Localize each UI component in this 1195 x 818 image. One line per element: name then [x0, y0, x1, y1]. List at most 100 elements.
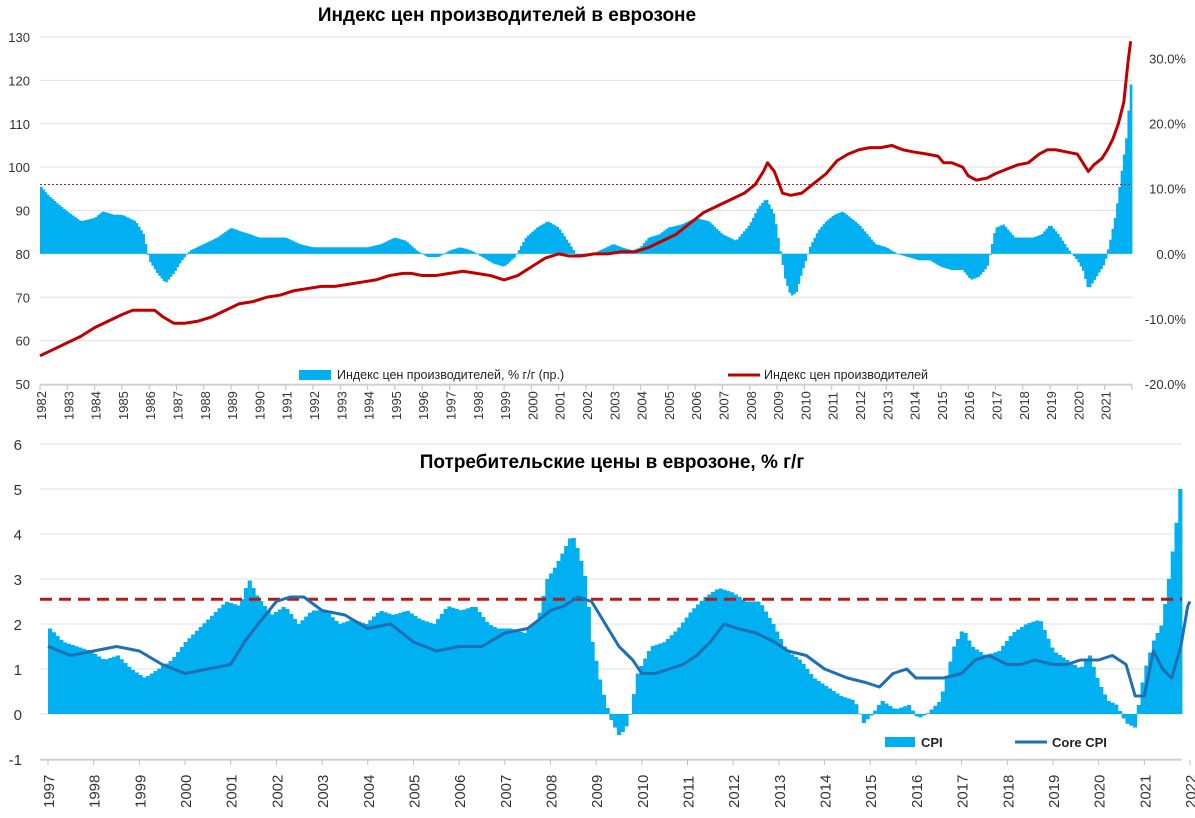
- cpi-bar: [978, 652, 983, 714]
- cpi-bar: [1068, 662, 1074, 714]
- cpi-bar: [255, 595, 260, 714]
- ppi-yoy-bar: [76, 218, 80, 254]
- ppi-yoy-bar: [381, 243, 384, 254]
- cpi-bar: [1133, 714, 1138, 728]
- ppi-yoy-bar: [922, 253, 926, 261]
- cpi-bar: [688, 612, 693, 714]
- cpi-bar: [364, 624, 369, 714]
- ppi-yoy-bar: [827, 219, 830, 254]
- ppi-yoy-bar: [774, 224, 778, 254]
- ppi-yoy-bar: [165, 253, 168, 283]
- ppi-yoy-bar: [663, 230, 667, 254]
- cpi-bar: [790, 654, 795, 714]
- ppi-yoy-bar: [1000, 225, 1003, 254]
- ppi-yoy-bar: [995, 227, 999, 254]
- ppi-yoy-bar: [256, 237, 259, 254]
- cpi-bar: [123, 663, 128, 714]
- ppi-yoy-bar: [1093, 253, 1096, 280]
- ppi-yoy-bar: [372, 245, 375, 254]
- ppi-yoy-bar: [388, 240, 391, 254]
- cpi-bar: [1076, 667, 1081, 714]
- ppi-yoy-bar: [1015, 237, 1019, 254]
- ppi-yoy-bar: [156, 253, 159, 273]
- ppi-yoy-bar: [1013, 237, 1017, 254]
- cpi-bar: [579, 561, 584, 714]
- ppi-yoy-bar: [872, 242, 876, 254]
- cpi-bar: [699, 600, 704, 714]
- ppi-x-tick-label: 2000: [525, 391, 540, 420]
- ppi-yoy-bar: [435, 253, 439, 258]
- ppi-yoy-bar: [729, 238, 732, 254]
- cpi-bar: [473, 607, 478, 714]
- ppi-yoy-bar: [1070, 253, 1074, 255]
- cpi-bar: [1140, 682, 1145, 714]
- ppi-yoy-bar: [822, 224, 826, 254]
- ppi-yoy-bar: [492, 253, 496, 264]
- cpi-x-tick-label: 2021: [1137, 775, 1154, 808]
- ppi-x-tick-label: 1993: [334, 391, 349, 420]
- cpi-bar: [639, 666, 644, 714]
- ppi-yoy-bar: [820, 226, 823, 254]
- cpi-y-tick-label: 0: [14, 707, 22, 724]
- ppi-yoy-bar: [58, 205, 61, 254]
- cpi-bar: [842, 697, 848, 714]
- cpi-bar: [183, 642, 188, 714]
- ppi-yoy-bar: [326, 247, 330, 254]
- cpi-x-tick-label: 2015: [863, 775, 880, 808]
- ppi-yoy-bar: [952, 253, 955, 271]
- ppi-yoy-bar: [683, 222, 687, 254]
- cpi-bar: [526, 629, 531, 714]
- cpi-bar: [997, 651, 1002, 714]
- ppi-yoy-bar: [485, 253, 489, 260]
- cpi-bar: [243, 588, 249, 714]
- ppi-yoy-bar: [783, 253, 787, 279]
- ppi-yoy-bar: [456, 248, 459, 254]
- ppi-yoy-bar: [558, 229, 562, 254]
- cpi-bar: [541, 595, 546, 714]
- cpi-bar: [477, 612, 482, 714]
- ppi-left-tick-label: 80: [16, 247, 30, 262]
- ppi-yoy-bar: [924, 253, 928, 261]
- ppi-yoy-bar: [476, 253, 480, 255]
- ppi-yoy-bar: [1116, 203, 1119, 254]
- cpi-bar: [311, 610, 316, 714]
- cpi-bar: [684, 617, 689, 714]
- ppi-x-tick-label: 1989: [225, 391, 240, 420]
- ppi-yoy-bar: [551, 224, 555, 254]
- ppi-yoy-bar: [203, 243, 207, 254]
- ppi-yoy-bar: [918, 253, 921, 261]
- ppi-yoy-bar: [151, 253, 155, 266]
- ppi-yoy-bar: [258, 237, 262, 254]
- ppi-yoy-bar: [226, 230, 230, 254]
- ppi-yoy-bar: [674, 225, 678, 254]
- cpi-bar: [518, 631, 524, 714]
- ppi-yoy-bar: [133, 220, 136, 254]
- ppi-yoy-bar: [856, 223, 860, 254]
- cpi-bar: [379, 611, 384, 714]
- cpi-bar: [1110, 702, 1115, 714]
- cpi-bar: [601, 694, 606, 714]
- ppi-x-tick-label: 1995: [389, 391, 404, 420]
- cpi-bar: [93, 654, 98, 714]
- ppi-yoy-bar: [733, 240, 737, 254]
- cpi-bar: [349, 620, 354, 714]
- ppi-yoy-bar: [301, 244, 305, 254]
- ppi-yoy-bar: [328, 247, 332, 254]
- ppi-yoy-bar: [720, 233, 723, 254]
- ppi-index-line: [39, 41, 1133, 358]
- cpi-bar: [281, 607, 286, 714]
- cpi-x-tick-label: 2022: [1183, 775, 1195, 808]
- cpi-x-tick-label: 2001: [224, 775, 241, 808]
- ppi-x-tick-label: 1983: [61, 391, 76, 420]
- ppi-yoy-bar: [335, 247, 339, 254]
- ppi-yoy-bar: [861, 228, 864, 254]
- ppi-yoy-bar: [358, 247, 362, 254]
- cpi-bar: [805, 669, 810, 714]
- ppi-yoy-bar: [144, 244, 148, 254]
- ppi-yoy-bar: [970, 253, 974, 280]
- cpi-bar: [933, 705, 938, 714]
- cpi-x-tick-label: 2002: [269, 775, 286, 808]
- ppi-yoy-bar: [140, 230, 143, 254]
- ppi-yoy-bar: [1063, 244, 1067, 254]
- ppi-yoy-bar: [1066, 247, 1069, 254]
